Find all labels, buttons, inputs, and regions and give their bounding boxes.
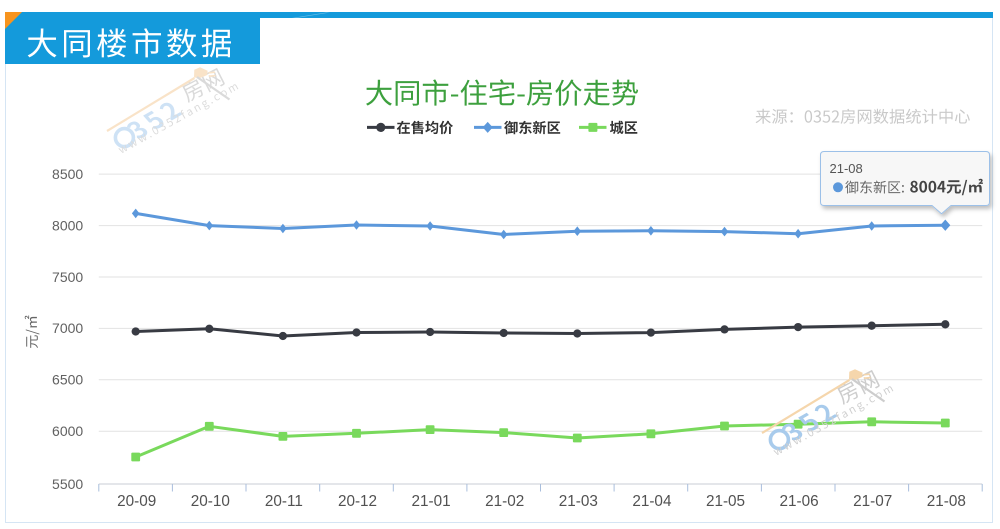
svg-text:21-01: 21-01 [412,493,451,510]
svg-text:21-04: 21-04 [632,493,672,510]
svg-text:7000: 7000 [52,320,83,336]
svg-text:8500: 8500 [52,166,83,182]
svg-text:20-11: 20-11 [265,493,303,510]
svg-text:7500: 7500 [52,269,83,285]
svg-text:21-08: 21-08 [927,493,966,510]
svg-text:6000: 6000 [52,423,83,439]
svg-text:21-03: 21-03 [559,493,598,510]
svg-text:21-07: 21-07 [853,493,892,510]
svg-text:21-05: 21-05 [706,493,745,510]
svg-text:20-12: 20-12 [338,493,377,510]
svg-text:20-10: 20-10 [191,493,230,510]
svg-text:5500: 5500 [52,476,83,492]
svg-text:20-09: 20-09 [117,493,156,510]
svg-text:6500: 6500 [52,372,83,388]
svg-text:21-08: 21-08 [830,161,863,176]
svg-text:21-02: 21-02 [485,493,524,510]
svg-text:21-06: 21-06 [780,493,819,510]
svg-text:8000: 8000 [52,217,83,233]
